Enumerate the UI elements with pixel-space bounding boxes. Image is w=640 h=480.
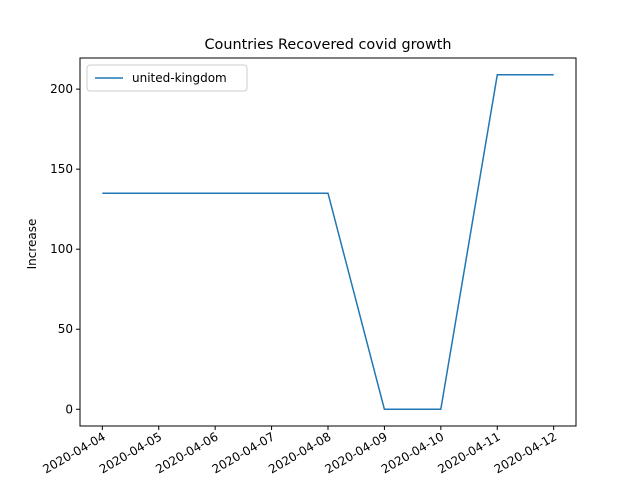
series-lines xyxy=(102,73,554,411)
x-tick-label: 2020-04-10 xyxy=(379,429,446,476)
plot-area-border xyxy=(79,57,577,427)
x-tick-label: 2020-04-05 xyxy=(97,429,164,476)
y-tick-label: 200 xyxy=(50,82,73,96)
x-ticks: 2020-04-042020-04-052020-04-062020-04-07… xyxy=(40,426,559,476)
y-tick-label: 50 xyxy=(58,322,73,336)
x-tick-label: 2020-04-12 xyxy=(492,429,559,476)
y-ticks: 0 50 100 150 200 xyxy=(50,82,80,416)
legend-box xyxy=(86,64,248,92)
series-line-united-kingdom xyxy=(102,73,554,411)
y-axis-label: Increase xyxy=(25,219,39,270)
x-tick-label: 2020-04-04 xyxy=(40,429,107,476)
x-tick-label: 2020-04-07 xyxy=(210,429,277,476)
y-tick-label: 100 xyxy=(50,242,73,256)
legend: united-kingdom xyxy=(86,64,248,92)
axes-frame xyxy=(79,57,577,427)
x-tick-label: 2020-04-09 xyxy=(323,429,390,476)
x-tick-label: 2020-04-11 xyxy=(435,429,502,476)
x-tick-label: 2020-04-06 xyxy=(153,429,220,476)
y-tick-label: 150 xyxy=(50,162,73,176)
legend-label: united-kingdom xyxy=(132,71,227,85)
chart-title: Countries Recovered covid growth xyxy=(204,37,451,53)
x-tick-label: 2020-04-08 xyxy=(266,429,333,476)
y-tick-label: 0 xyxy=(65,402,73,416)
